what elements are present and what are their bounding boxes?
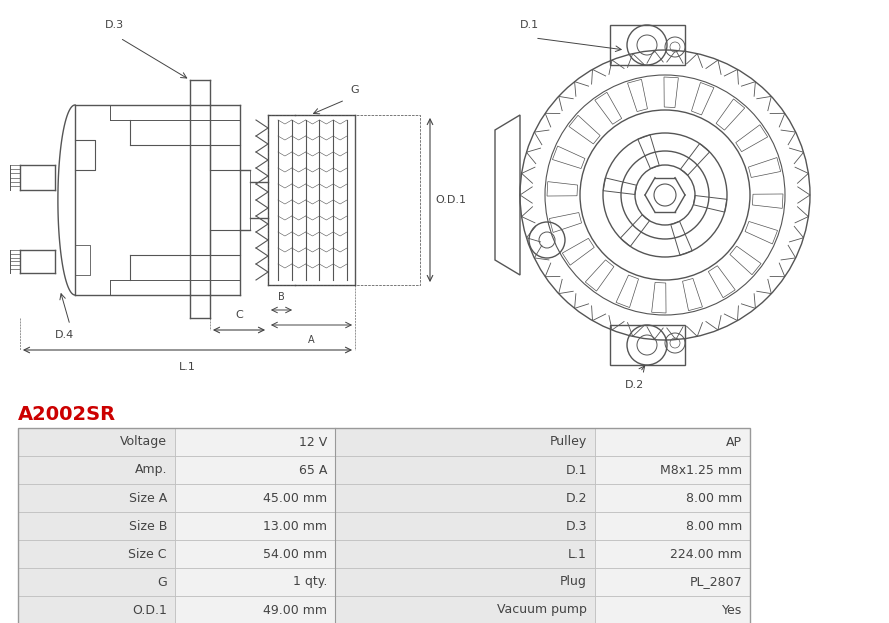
Text: Plug: Plug (560, 576, 587, 589)
Bar (175, 568, 335, 596)
Text: A2002SR: A2002SR (18, 405, 116, 424)
Bar (335, 596, 595, 623)
Text: 49.00 mm: 49.00 mm (263, 604, 327, 617)
Text: Pulley: Pulley (549, 435, 587, 449)
Text: A: A (308, 335, 315, 345)
Text: D.3: D.3 (105, 20, 124, 30)
Bar (335, 428, 595, 456)
Bar (595, 540, 750, 568)
Text: Amp.: Amp. (134, 464, 167, 477)
Text: AP: AP (726, 435, 742, 449)
Bar (335, 456, 595, 484)
Text: C: C (235, 310, 243, 320)
Text: D.4: D.4 (55, 330, 75, 340)
Bar (18, 512, 175, 540)
Bar (335, 540, 595, 568)
Bar (175, 596, 335, 623)
Bar (18, 456, 175, 484)
Text: L.1: L.1 (568, 548, 587, 561)
Text: M8x1.25 mm: M8x1.25 mm (660, 464, 742, 477)
Text: G: G (350, 85, 359, 95)
Text: 1 qty.: 1 qty. (292, 576, 327, 589)
Bar (18, 540, 175, 568)
Text: D.3: D.3 (565, 520, 587, 533)
Text: D.2: D.2 (565, 492, 587, 505)
Text: Vacuum pump: Vacuum pump (497, 604, 587, 617)
Text: Size B: Size B (129, 520, 167, 533)
Text: Size C: Size C (129, 548, 167, 561)
Text: Voltage: Voltage (120, 435, 167, 449)
Text: 8.00 mm: 8.00 mm (685, 492, 742, 505)
Text: D.2: D.2 (625, 380, 645, 390)
Bar (595, 596, 750, 623)
Text: PL_2807: PL_2807 (689, 576, 742, 589)
Bar (18, 428, 175, 456)
Text: 54.00 mm: 54.00 mm (263, 548, 327, 561)
Bar (18, 484, 175, 512)
Text: D.1: D.1 (520, 20, 539, 30)
Bar (335, 568, 595, 596)
Bar (595, 512, 750, 540)
Bar (18, 596, 175, 623)
Bar (175, 484, 335, 512)
Bar (595, 484, 750, 512)
Text: Yes: Yes (722, 604, 742, 617)
Bar (595, 568, 750, 596)
Text: O.D.1: O.D.1 (435, 195, 466, 205)
Text: G: G (157, 576, 167, 589)
Bar (595, 428, 750, 456)
Bar (335, 484, 595, 512)
Text: 45.00 mm: 45.00 mm (263, 492, 327, 505)
Text: 12 V: 12 V (299, 435, 327, 449)
Bar (595, 456, 750, 484)
Text: 65 A: 65 A (299, 464, 327, 477)
Text: B: B (278, 292, 284, 302)
Bar (18, 568, 175, 596)
Bar (175, 512, 335, 540)
Bar (175, 456, 335, 484)
Bar (175, 428, 335, 456)
Text: 8.00 mm: 8.00 mm (685, 520, 742, 533)
Text: L.1: L.1 (179, 362, 196, 372)
Text: 13.00 mm: 13.00 mm (263, 520, 327, 533)
Bar (175, 540, 335, 568)
Text: 224.00 mm: 224.00 mm (670, 548, 742, 561)
Text: D.1: D.1 (565, 464, 587, 477)
Text: Size A: Size A (129, 492, 167, 505)
Bar (18, 428, 750, 623)
Bar (335, 512, 595, 540)
Text: O.D.1: O.D.1 (132, 604, 167, 617)
